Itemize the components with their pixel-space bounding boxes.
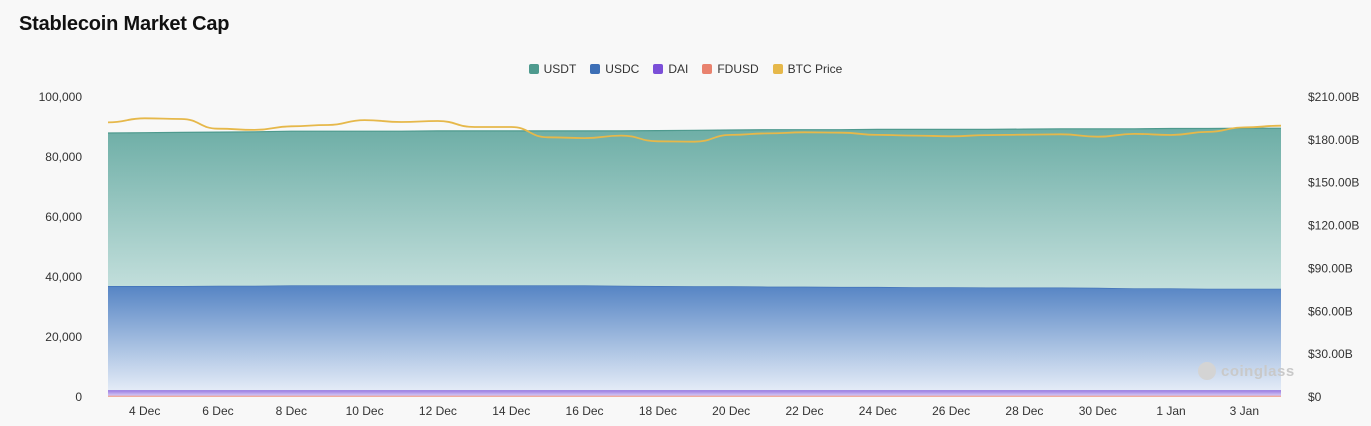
line-btc-price: [107, 117, 1282, 143]
x-tick-label: 28 Dec: [1005, 404, 1043, 418]
btc-price-line-group: [107, 117, 1282, 143]
legend-swatch-usdt: [528, 64, 539, 74]
x-tick-label: 18 Dec: [639, 404, 677, 418]
y-left-tick-label: 0: [75, 390, 82, 404]
y-axis-right: $0 $30.00B $60.00B $90.00B $120.00B $150.00B $…: [1308, 90, 1359, 404]
legend-item-usdc[interactable]: USDC: [590, 62, 639, 76]
x-tick-label: 1 Jan: [1156, 404, 1185, 418]
coinglass-watermark: coinglass: [1198, 362, 1295, 380]
x-tick-label: 22 Dec: [785, 404, 823, 418]
y-right-tick-label: $120.00B: [1308, 219, 1359, 233]
area-edge-usdt: [107, 127, 1281, 134]
legend-item-usdt[interactable]: USDT: [528, 62, 577, 76]
x-tick-label: 4 Dec: [129, 404, 160, 418]
x-tick-label: 10 Dec: [346, 404, 384, 418]
y-right-tick-label: $0: [1308, 390, 1322, 404]
x-tick-label: 30 Dec: [1079, 404, 1117, 418]
x-tick-label: 24 Dec: [859, 404, 897, 418]
y-right-tick-label: $150.00B: [1308, 176, 1359, 190]
x-tick-label: 20 Dec: [712, 404, 750, 418]
area-dai: [108, 390, 1281, 396]
coinglass-logo-icon: [1198, 362, 1216, 380]
legend-label-usdt: USDT: [543, 62, 577, 76]
x-tick-label: 12 Dec: [419, 404, 457, 418]
legend-label-usdc: USDC: [605, 62, 640, 76]
legend-swatch-dai: [653, 64, 664, 74]
x-tick-label: 8 Dec: [276, 404, 307, 418]
legend-swatch-btc-price: [772, 64, 783, 74]
area-series-group: [107, 127, 1281, 397]
y-left-tick-label: 40,000: [45, 270, 82, 284]
area-usdt: [108, 128, 1281, 289]
x-axis: 4 Dec 6 Dec 8 Dec 10 Dec 12 Dec 14 Dec 16 Dec 1…: [129, 404, 1259, 418]
x-tick-label: 14 Dec: [492, 404, 530, 418]
legend-swatch-usdc: [590, 64, 601, 74]
x-tick-label: 26 Dec: [932, 404, 970, 418]
y-right-tick-label: $30.00B: [1308, 347, 1353, 361]
legend-swatch-fdusd: [702, 64, 713, 74]
y-axis-left: 0 20,000 40,000 60,000 80,000 100,000: [39, 90, 83, 404]
x-tick-label: 16 Dec: [566, 404, 604, 418]
area-usdc: [108, 285, 1281, 391]
y-left-tick-label: 20,000: [45, 330, 82, 344]
chart-legend: USDT USDC DAI FDUSD BTC Price: [0, 62, 1371, 76]
x-tick-label: 6 Dec: [202, 404, 233, 418]
legend-label-dai: DAI: [668, 62, 689, 76]
y-right-tick-label: $90.00B: [1308, 261, 1353, 275]
legend-item-btc-price[interactable]: BTC Price: [772, 62, 843, 76]
legend-label-fdusd: FDUSD: [717, 62, 759, 76]
y-right-tick-label: $180.00B: [1308, 133, 1359, 147]
y-right-tick-label: $60.00B: [1308, 304, 1353, 318]
y-left-tick-label: 60,000: [45, 210, 82, 224]
legend-label-btc-price: BTC Price: [787, 62, 843, 76]
y-left-tick-label: 80,000: [45, 150, 82, 164]
chart-title: Stablecoin Market Cap: [19, 13, 230, 35]
legend-item-dai[interactable]: DAI: [653, 62, 688, 76]
x-tick-label: 3 Jan: [1230, 404, 1259, 418]
legend-item-fdusd[interactable]: FDUSD: [702, 62, 759, 76]
watermark-text: coinglass: [1221, 362, 1295, 380]
y-left-tick-label: 100,000: [39, 90, 83, 104]
y-right-tick-label: $210.00B: [1308, 90, 1359, 104]
